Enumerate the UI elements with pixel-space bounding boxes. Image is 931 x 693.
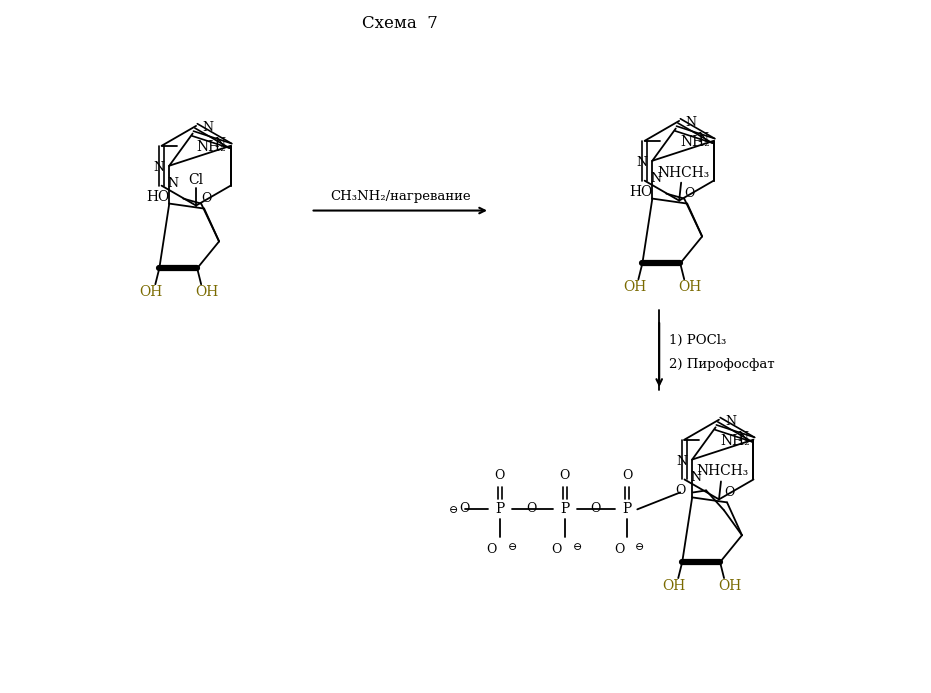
Text: NHCH₃: NHCH₃ xyxy=(696,464,749,478)
Text: CH₃NH₂/нагревание: CH₃NH₂/нагревание xyxy=(330,190,470,203)
Text: N: N xyxy=(168,177,179,190)
Text: OH: OH xyxy=(140,286,163,299)
Text: N: N xyxy=(725,415,736,428)
Text: NH₂: NH₂ xyxy=(681,135,710,149)
Text: ⊖: ⊖ xyxy=(635,542,644,552)
Text: HO: HO xyxy=(146,190,169,204)
Text: ⊖: ⊖ xyxy=(507,542,518,552)
Text: ⊖: ⊖ xyxy=(573,542,582,552)
Text: OH: OH xyxy=(623,280,646,295)
Text: O: O xyxy=(551,543,561,556)
Text: O: O xyxy=(201,192,211,205)
Text: O: O xyxy=(527,502,537,515)
Text: 2) Пирофосфат: 2) Пирофосфат xyxy=(669,358,775,371)
Text: N: N xyxy=(215,137,225,150)
Text: OH: OH xyxy=(679,280,702,295)
Text: N: N xyxy=(697,132,708,146)
Text: HO: HO xyxy=(629,184,653,199)
Text: N: N xyxy=(685,116,696,130)
Text: O: O xyxy=(723,486,735,499)
Text: O: O xyxy=(675,484,685,497)
Text: O: O xyxy=(460,502,470,515)
Text: OH: OH xyxy=(719,579,742,593)
Text: O: O xyxy=(590,502,600,515)
Text: N: N xyxy=(154,161,164,174)
Text: Схема  7: Схема 7 xyxy=(362,15,439,32)
Text: 1) POCl₃: 1) POCl₃ xyxy=(669,333,726,346)
Text: P: P xyxy=(495,502,505,516)
Text: O: O xyxy=(487,543,497,556)
Text: NH₂: NH₂ xyxy=(721,434,750,448)
Text: O: O xyxy=(622,469,632,482)
Text: NH₂: NH₂ xyxy=(196,140,226,154)
Text: OH: OH xyxy=(196,286,219,299)
Text: OH: OH xyxy=(663,579,686,593)
Text: NHCH₃: NHCH₃ xyxy=(657,166,709,179)
Text: N: N xyxy=(676,455,687,468)
Text: N: N xyxy=(651,172,662,185)
Text: O: O xyxy=(560,469,570,482)
Text: ⊖: ⊖ xyxy=(449,505,458,516)
Text: N: N xyxy=(202,121,213,134)
Text: O: O xyxy=(684,187,695,200)
Text: O: O xyxy=(494,469,505,482)
Text: N: N xyxy=(737,431,749,444)
Text: Cl: Cl xyxy=(188,173,204,186)
Text: O: O xyxy=(614,543,625,556)
Text: N: N xyxy=(691,471,701,484)
Text: P: P xyxy=(560,502,569,516)
Text: N: N xyxy=(637,156,647,169)
Text: P: P xyxy=(623,502,632,516)
